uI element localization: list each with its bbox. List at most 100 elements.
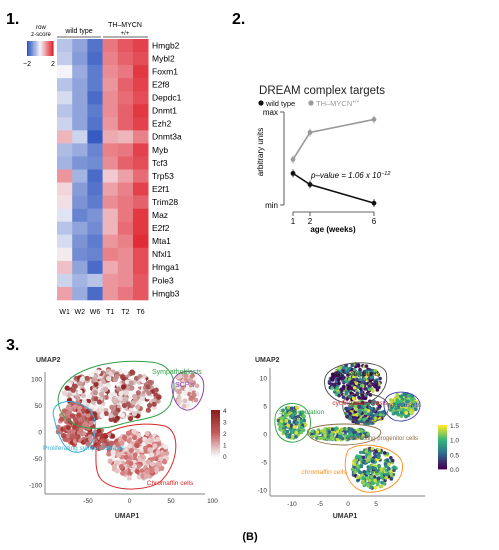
colorbar-step [211,410,220,412]
gene-label: E2f8 [152,80,170,90]
cell-point [395,398,400,402]
gene-label: Dnmt1 [152,106,177,116]
cell-point [342,426,347,431]
cell-point [373,485,378,490]
colorbar-step [438,432,447,435]
colorbar-tick-label: 0.5 [450,452,459,459]
legend-gradient-step [30,41,32,56]
cell-point [184,387,190,392]
cell-point [356,384,360,389]
cell-point [369,372,373,376]
cell-point [368,466,372,471]
cell-point [85,412,91,418]
heatmap-cell [57,156,73,170]
cell-point [401,407,406,412]
panel-label-3: 3. [6,337,19,354]
heatmap-cell [57,52,73,66]
cell-point [359,372,363,377]
heatmap-cell [102,208,119,222]
chart-title: DREAM complex targets [259,85,385,97]
legend-gradient-step [28,41,30,56]
colorbar-step [211,448,220,451]
colorbar-step [211,411,220,414]
cell-point [189,395,195,401]
cell-point [310,429,314,433]
cell-point [367,416,372,421]
colorbar-step [438,451,447,454]
cell-point [127,443,133,449]
heatmap-cell [57,286,73,301]
cell-point [376,451,381,456]
y-tick-label-max: max [263,108,278,117]
colorbar-step [438,461,447,464]
axis-tick-label: 0 [38,430,42,437]
cell-point [355,413,359,417]
cell-point [356,475,360,480]
column-label: T2 [121,309,129,316]
cell-point [339,389,344,394]
cell-point [70,387,76,393]
cell-point [367,384,372,388]
cell-point [373,369,378,373]
legend-gradient-step [47,41,50,56]
cell-point [301,414,306,418]
cell-point [118,464,124,470]
cell-point [408,394,412,398]
cell-point [70,413,76,419]
cell-point [375,401,380,406]
colorbar-step [211,442,220,445]
cell-point [153,387,159,393]
cell-point [85,441,91,447]
cell-point [193,397,199,403]
legend-max-label: 2 [51,61,55,68]
cell-point [341,366,346,370]
cell-point [366,471,370,476]
data-point [307,130,313,135]
y-tick-label-min: min [265,201,278,210]
heatmap-cell [102,273,119,288]
cell-point [337,381,341,386]
data-point [290,157,296,162]
cell-point [124,379,130,385]
axis-tick-label: -10 [287,501,297,508]
colorbar-step [438,433,447,436]
heatmap-cell [133,65,149,79]
cell-point [376,455,381,460]
heatmap-cell [117,156,134,170]
cell-point [88,420,94,426]
cell-point [402,392,407,397]
cell-point [327,430,331,434]
axis-tick-label: 50 [167,498,175,505]
cell-point [93,404,99,410]
heatmap-cell [57,65,73,79]
cell-point [335,434,339,439]
cell-point [149,461,155,467]
umap-right-y-label: UMAP2 [255,357,280,364]
legend-marker-wild-type [258,100,264,106]
cell-point [345,379,349,384]
heatmap-cell [72,65,88,79]
cell-point [149,437,155,444]
cell-point [145,459,151,465]
cell-point [72,416,79,423]
legend-gradient-step [43,41,45,56]
cell-point [347,367,352,371]
heatmap-cell [87,78,103,92]
heatmap-cell [87,104,103,118]
heatmap-cell [57,130,73,144]
cell-point [144,431,150,437]
cell-point [349,391,353,396]
cell-point [126,475,132,481]
cell-point [85,408,91,414]
column-label: T1 [106,309,114,316]
cell-point [108,412,114,418]
cell-point [127,455,133,461]
cell-point [77,405,83,411]
heatmap-cell [72,117,88,131]
colorbar-step [438,458,447,461]
cell-point [106,376,112,382]
cell-point [107,392,114,398]
heatmap-cell [102,130,119,144]
cell-point [388,408,393,412]
axis-tick-label: -100 [29,483,42,490]
